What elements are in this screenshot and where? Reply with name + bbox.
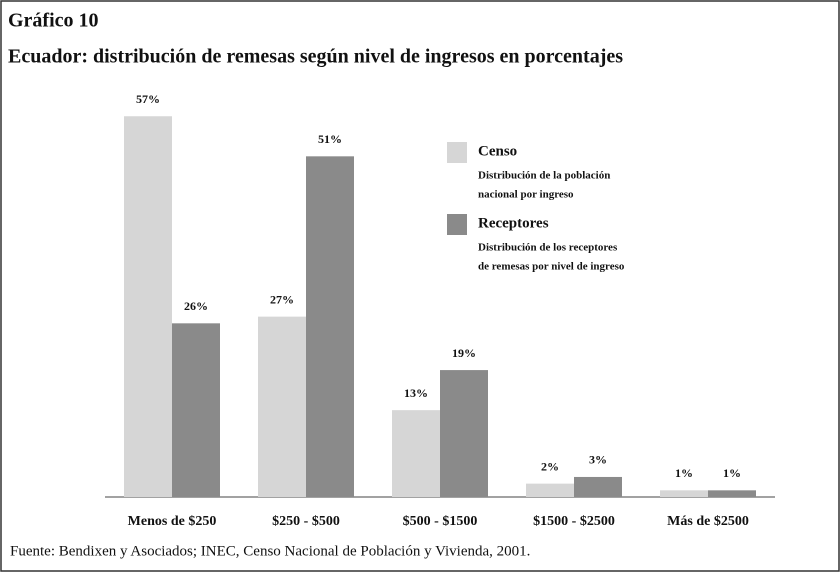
bar: [574, 476, 622, 497]
x-tick-label: $1500 - $2500: [533, 514, 615, 529]
bar: [172, 323, 220, 497]
x-tick-label: Más de $2500: [667, 514, 749, 529]
bar: [392, 410, 440, 497]
bar: [440, 370, 488, 497]
bar: [526, 483, 574, 497]
bar: [708, 490, 756, 497]
bar: [306, 156, 354, 497]
x-tick-label: $250 - $500: [272, 514, 340, 529]
bar: [660, 490, 708, 497]
value-label: 51%: [318, 132, 342, 146]
x-tick-label: $500 - $1500: [403, 514, 478, 529]
bar: [124, 116, 172, 498]
source: Fuente: Bendixen y Asociados; INEC, Cens…: [10, 543, 530, 559]
value-label: 57%: [136, 92, 160, 106]
x-tick-label: Menos de $250: [128, 514, 217, 529]
chart-subtitle: Ecuador: distribución de remesas según n…: [8, 46, 623, 68]
bar: [258, 316, 306, 497]
legend-description: Distribución de los receptores: [478, 242, 618, 254]
legend-swatch: [447, 214, 467, 235]
legend-description: de remesas por nivel de ingreso: [478, 261, 625, 273]
value-label: 3%: [589, 453, 607, 467]
value-label: 1%: [723, 466, 741, 480]
value-label: 13%: [404, 386, 428, 400]
legend-label: Receptores: [478, 215, 549, 231]
legend-description: Distribución de la población: [478, 170, 610, 182]
legend-label: Censo: [478, 143, 517, 159]
chart-title: Gráfico 10: [8, 10, 99, 32]
value-label: 27%: [270, 292, 294, 306]
value-label: 1%: [675, 466, 693, 480]
legend-description: nacional por ingreso: [478, 189, 574, 201]
value-label: 26%: [184, 299, 208, 313]
value-label: 2%: [541, 459, 559, 473]
value-label: 19%: [452, 346, 476, 360]
legend-swatch: [447, 142, 467, 163]
